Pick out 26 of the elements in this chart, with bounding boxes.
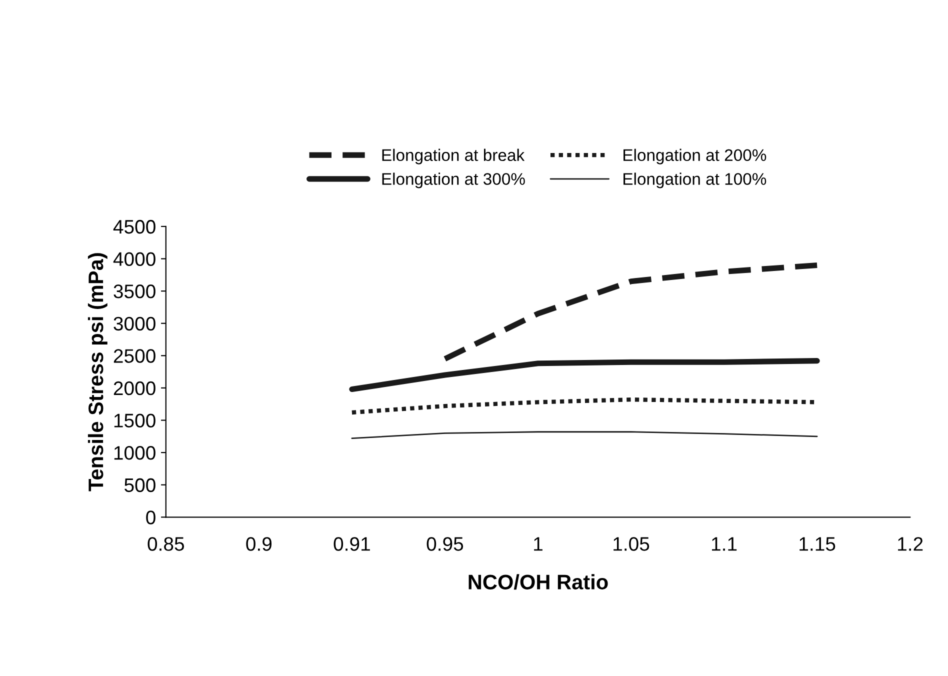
x-tick-label: 1.15 (800, 537, 836, 551)
y-tick-label: 500 (124, 478, 156, 492)
legend-label: Elongation at 300% (382, 172, 525, 188)
y-tick-label: 1000 (114, 446, 156, 460)
x-tick-label: 1.05 (614, 537, 650, 551)
x-tick-label: 1.2 (898, 537, 923, 551)
x-axis-title: NCO/OH Ratio (468, 574, 608, 590)
legend-label: Elongation at 200% (624, 148, 766, 164)
y-tick-label: 0 (146, 510, 156, 524)
y-tick-label: 3000 (114, 316, 156, 331)
y-tick-label: 4000 (113, 252, 156, 266)
x-tick-label: 1.1 (712, 537, 737, 551)
x-tick-label: 0.9 (246, 537, 272, 551)
x-tick-label: 1 (534, 537, 542, 551)
x-tick-label: 0.95 (426, 537, 464, 551)
line-series (351, 431, 818, 440)
x-tick-label: 0.85 (148, 537, 184, 551)
legend-label: Elongation at 100% (624, 172, 766, 188)
y-tick-label: 2500 (114, 349, 156, 363)
legend-label: Elongation at break (382, 148, 525, 164)
y-tick-label: 3500 (114, 284, 156, 298)
y-tick-label: 2000 (114, 381, 156, 396)
y-tick-label: 1500 (114, 414, 156, 428)
x-tick-label: 0.91 (334, 537, 370, 551)
y-tick-label: 4500 (113, 220, 156, 234)
y-axis-title: Tensile Stress psi (mPa) (88, 253, 108, 492)
